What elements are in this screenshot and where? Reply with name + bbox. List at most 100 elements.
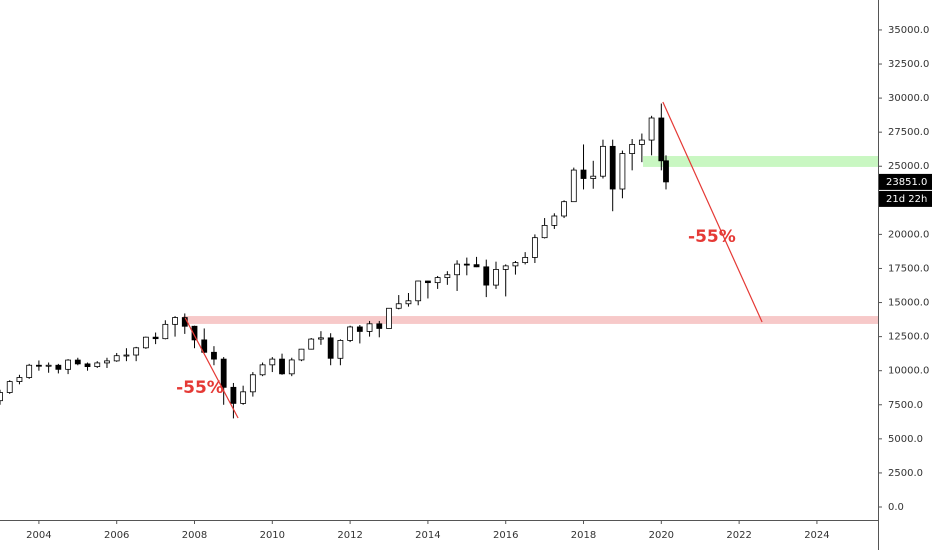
- candle-body: [104, 360, 110, 364]
- candle-body: [94, 362, 101, 368]
- candle-body: [347, 326, 354, 341]
- candle-body: [26, 364, 33, 378]
- candle-body: [113, 355, 120, 362]
- candle-body: [551, 215, 558, 226]
- candle-body: [356, 326, 363, 332]
- candle-body: [152, 336, 159, 340]
- y-tick-label: 7500.0: [888, 400, 923, 411]
- candle-body: [288, 359, 295, 375]
- candle-body: [142, 336, 149, 349]
- x-tick-label: 2022: [726, 530, 751, 541]
- candle-body: [658, 117, 665, 162]
- y-tick-label: 30000.0: [888, 93, 929, 104]
- candle-body: [191, 325, 198, 341]
- candle-body: [395, 303, 402, 309]
- candle-body: [590, 175, 597, 179]
- annotation: -55%: [688, 227, 736, 247]
- candle-body: [36, 364, 42, 367]
- candle-body: [298, 348, 305, 361]
- candle-body: [454, 263, 460, 276]
- candle-body: [638, 139, 645, 145]
- candle-body: [84, 363, 91, 368]
- candle-body: [249, 374, 256, 393]
- candle-body: [483, 266, 490, 286]
- zone: [182, 316, 878, 324]
- y-tick-label: 0.0: [888, 502, 904, 513]
- candle-body: [386, 307, 392, 329]
- candle-body: [133, 347, 140, 356]
- y-tick-label: 35000.0: [888, 25, 929, 36]
- candle-body: [648, 117, 655, 141]
- x-tick-label: 2018: [571, 530, 596, 541]
- candle-body: [16, 377, 23, 383]
- candle-body: [619, 153, 626, 190]
- zone: [643, 156, 878, 167]
- candle-body: [337, 340, 344, 359]
- x-tick-label: 2004: [26, 530, 51, 541]
- candle-body: [415, 280, 422, 302]
- candle-body: [230, 386, 237, 404]
- candle-body: [327, 337, 334, 359]
- candle-body: [493, 269, 499, 286]
- candle-body: [531, 237, 538, 258]
- candle-body: [65, 359, 71, 370]
- candle-body: [45, 364, 52, 367]
- trend-line: [184, 317, 239, 419]
- x-tick-label: 2006: [104, 530, 129, 541]
- candle-body: [629, 144, 636, 154]
- last-price-box: [879, 173, 932, 190]
- y-tick-label: 17500.0: [888, 263, 929, 274]
- candle-body: [269, 358, 276, 366]
- candle-body: [6, 381, 13, 393]
- candle-body: [181, 317, 188, 327]
- candle-body: [425, 280, 431, 284]
- candle-body: [376, 323, 383, 329]
- y-tick-label: 2500.0: [888, 468, 923, 479]
- candle-body: [541, 225, 548, 239]
- y-tick-label: 5000.0: [888, 434, 923, 445]
- candle-body: [211, 351, 217, 360]
- x-tick-label: 2008: [182, 530, 207, 541]
- countdown-box: [879, 190, 932, 207]
- candle-body: [522, 257, 529, 264]
- x-tick-label: 2016: [493, 530, 518, 541]
- candle-body: [123, 354, 130, 357]
- candle-body: [434, 277, 441, 284]
- candle-body: [366, 323, 373, 332]
- y-tick-label: 10000.0: [888, 366, 929, 377]
- x-tick-label: 2014: [415, 530, 440, 541]
- candle-body: [259, 364, 266, 376]
- candle-body: [220, 358, 227, 388]
- y-tick-label: 25000.0: [888, 161, 929, 172]
- y-tick-label: 27500.0: [888, 127, 929, 138]
- candle-body: [240, 391, 247, 404]
- candle-body: [405, 300, 412, 305]
- candle-body: [318, 337, 324, 340]
- annotation: -55%: [176, 378, 224, 398]
- x-tick-label: 2012: [337, 530, 362, 541]
- candle-body: [55, 364, 62, 370]
- x-tick-label: 2020: [649, 530, 674, 541]
- candle-body: [561, 201, 567, 217]
- candle-body: [162, 323, 169, 340]
- candle-body: [444, 274, 451, 279]
- last-price-label: 23851.0: [886, 177, 927, 188]
- candle-body: [172, 317, 178, 325]
- candle-body: [570, 169, 577, 203]
- candle-body: [502, 265, 509, 270]
- candle-body: [308, 338, 315, 350]
- countdown-label: 21d 22h: [886, 194, 927, 205]
- candle-body: [580, 169, 587, 179]
- candle-body: [473, 264, 480, 268]
- candle-body: [600, 145, 606, 177]
- y-tick-label: 12500.0: [888, 332, 929, 343]
- trend-line: [662, 101, 763, 323]
- candle-body: [512, 262, 519, 267]
- candle-body: [463, 263, 470, 266]
- y-tick-label: 20000.0: [888, 229, 929, 240]
- candle-body: [663, 160, 669, 183]
- y-tick-label: 15000.0: [888, 298, 929, 309]
- candle-body: [201, 339, 208, 353]
